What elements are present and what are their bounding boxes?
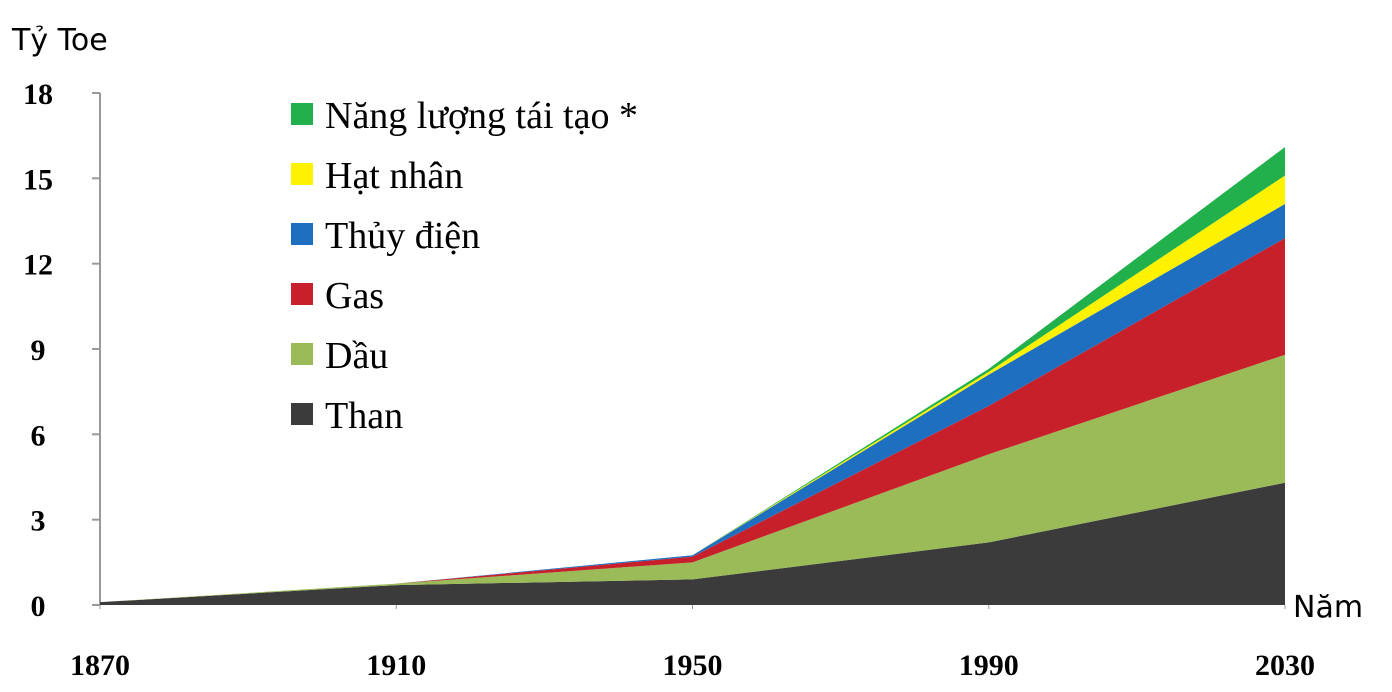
y-tick-label: 9	[31, 334, 46, 367]
y-tick-label: 3	[31, 505, 46, 538]
legend-swatch	[291, 223, 313, 245]
legend-swatch	[291, 283, 313, 305]
area	[100, 238, 1285, 603]
y-tick-label: 12	[23, 249, 53, 282]
y-tick-label: 0	[31, 590, 46, 623]
x-tick-label: 1910	[366, 649, 426, 682]
area	[100, 354, 1285, 603]
x-tick-label: 2030	[1255, 649, 1315, 682]
legend-label: Hạt nhân	[325, 155, 463, 197]
legend-label: Năng lượng tái tạo *	[325, 95, 638, 137]
x-axis-label: Năm	[1293, 590, 1363, 625]
x-tick-label: 1950	[663, 649, 723, 682]
area	[100, 482, 1285, 605]
legend-swatch	[291, 403, 313, 425]
legend-label: Dầu	[325, 335, 388, 377]
x-tick-label: 1990	[959, 649, 1019, 682]
y-axis-label: Tỷ Toe	[11, 23, 108, 58]
legend-label: Thủy điện	[325, 215, 480, 257]
y-tick-label: 15	[23, 163, 53, 196]
legend-swatch	[291, 163, 313, 185]
legend-label: Gas	[325, 275, 384, 317]
x-tick-label: 1870	[70, 649, 130, 682]
legend-swatch	[291, 343, 313, 365]
legend-swatch	[291, 103, 313, 125]
y-tick-label: 18	[23, 78, 53, 111]
y-tick-label: 6	[31, 419, 46, 452]
legend-label: Than	[325, 395, 403, 437]
